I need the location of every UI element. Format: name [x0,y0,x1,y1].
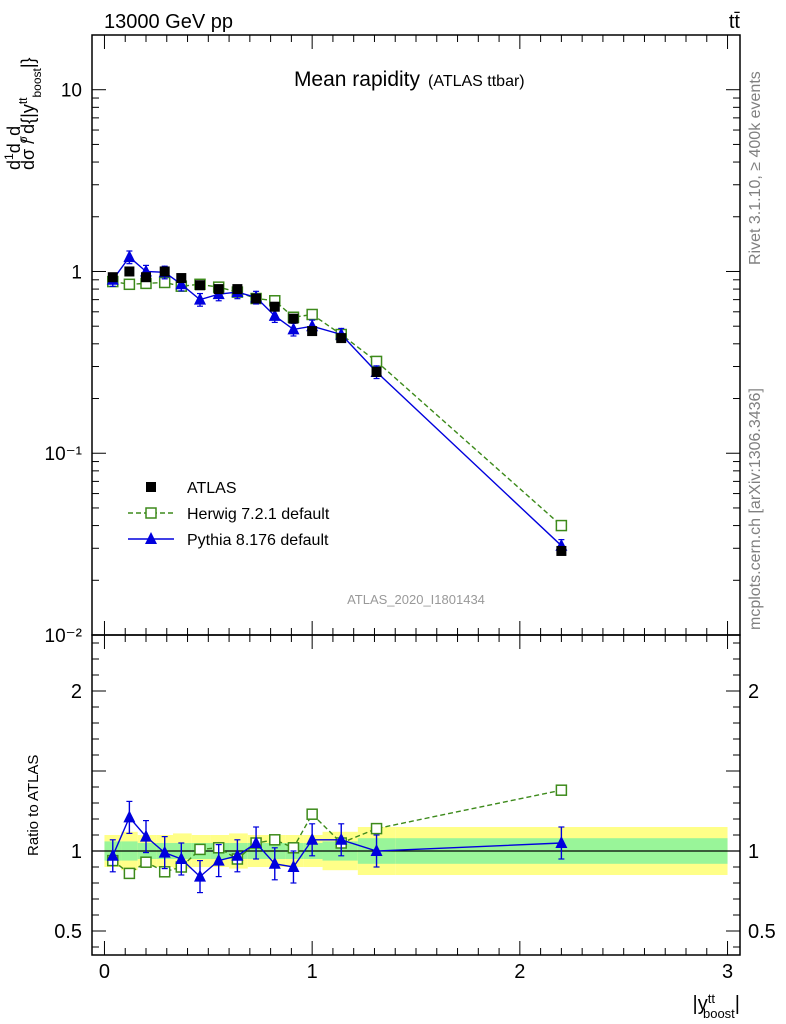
data-point [371,366,382,377]
data-point [288,313,299,324]
data-point [159,266,170,277]
y-tick-label-ratio-right: 2 [748,681,759,703]
y-tick-label-top: 10 [61,81,82,102]
y-tick-label-top: 10⁻¹ [45,444,83,465]
y-axis-label-text: dσ / d{|yttboost|} [16,57,44,170]
pythia-point [212,853,225,866]
ratio-panel-marks [106,784,568,894]
pythia-point [231,848,244,861]
data-point [269,301,280,312]
pythia-point [175,852,188,864]
pythia-point [140,829,152,842]
y-axis-label-prefix: d1dσd [2,126,30,170]
pythia-point [268,856,281,869]
chart-title: Mean rapidity [294,68,421,91]
pythia-point [175,277,188,290]
pythia-point [555,836,568,848]
pythia-point [123,250,136,263]
legend-label: Herwig 7.2.1 default [187,506,330,523]
data-point [213,284,224,295]
pythia-point [335,832,348,845]
data-point [556,545,567,556]
site-label: mcplots.cern.ch [arXiv:1306.3436] [747,388,764,630]
pythia-point [106,848,119,861]
data-point [336,333,347,344]
x-axis-label-text: |ytt boost| [693,991,740,1021]
y-axis-label-top: dσ / d{|yttboost|} d1dσd [2,57,44,170]
chart-subtitle: (ATLAS ttbar) [428,73,525,90]
herwig-point [555,784,568,796]
y-tick-label-top: 1 [71,262,82,283]
pythia-point [306,832,319,845]
data-point [251,293,262,304]
data-point [141,272,151,283]
data-point [232,284,243,295]
pythia-point [250,836,263,848]
series-line [112,256,562,547]
legend-marker-herwig [145,507,157,519]
pythia-point [158,845,171,858]
beam-label: 13000 GeV pp [104,11,233,33]
legend-marker-atlas [146,482,156,492]
uncertainty-bands [92,827,740,875]
pythia-point [194,292,206,305]
x-tick-label: 3 [722,961,733,983]
y-tick-label-ratio-left: 0.5 [54,921,82,943]
x-tick-label: 2 [514,961,525,983]
x-axis-label: |ytt boost| [693,991,740,1021]
data-point [124,266,135,277]
data-point [176,273,187,284]
series-line [112,280,562,527]
legend-label: Pythia 8.176 default [187,532,329,549]
pythia-point [287,860,300,872]
herwig-point [123,867,136,880]
pythia-point [194,869,206,882]
data-point [307,326,318,337]
pythia-point [268,308,281,321]
herwig-point [306,308,318,321]
y-tick-label-ratio-left: 1 [71,841,82,863]
data-point [107,272,118,283]
y-tick-label-top: 10⁻² [45,626,83,647]
process-label: tt̄ [729,11,741,33]
rivet-label: Rivet 3.1.10, ≥ 400k events [747,71,764,265]
herwig-point [306,808,318,820]
x-tick-label: 1 [307,961,318,983]
y-axis-label-bottom: Ratio to ATLAS [25,755,42,856]
axis-ticks: 10⁻² 10⁻¹ 1 10 0.5 0.5 1 1 2 2 0 1 2 3 [45,34,776,983]
herwig-point [140,856,152,868]
y-tick-label-ratio-right: 0.5 [748,921,776,943]
ratio-panel-frame [91,634,741,956]
herwig-point [123,278,136,291]
legend: ATLAS Herwig 7.2.1 default Pythia 8.176 de… [128,480,330,549]
y-tick-label-ratio-right: 1 [748,841,759,863]
analysis-label: ATLAS_2020_I1801434 [347,592,485,607]
herwig-point [555,519,568,532]
legend-label: ATLAS [187,480,237,497]
pythia-point [370,844,383,856]
herwig-point [370,355,383,368]
herwig-point [194,843,206,856]
herwig-point [370,822,383,835]
top-panel-marks [106,250,568,556]
x-tick-label: 0 [99,961,110,983]
y-tick-label-ratio-left: 2 [71,681,82,703]
herwig-point [269,834,281,846]
pythia-point [123,810,136,823]
data-point [195,280,205,291]
legend-marker-pythia [145,532,157,544]
pythia-point [287,322,300,335]
